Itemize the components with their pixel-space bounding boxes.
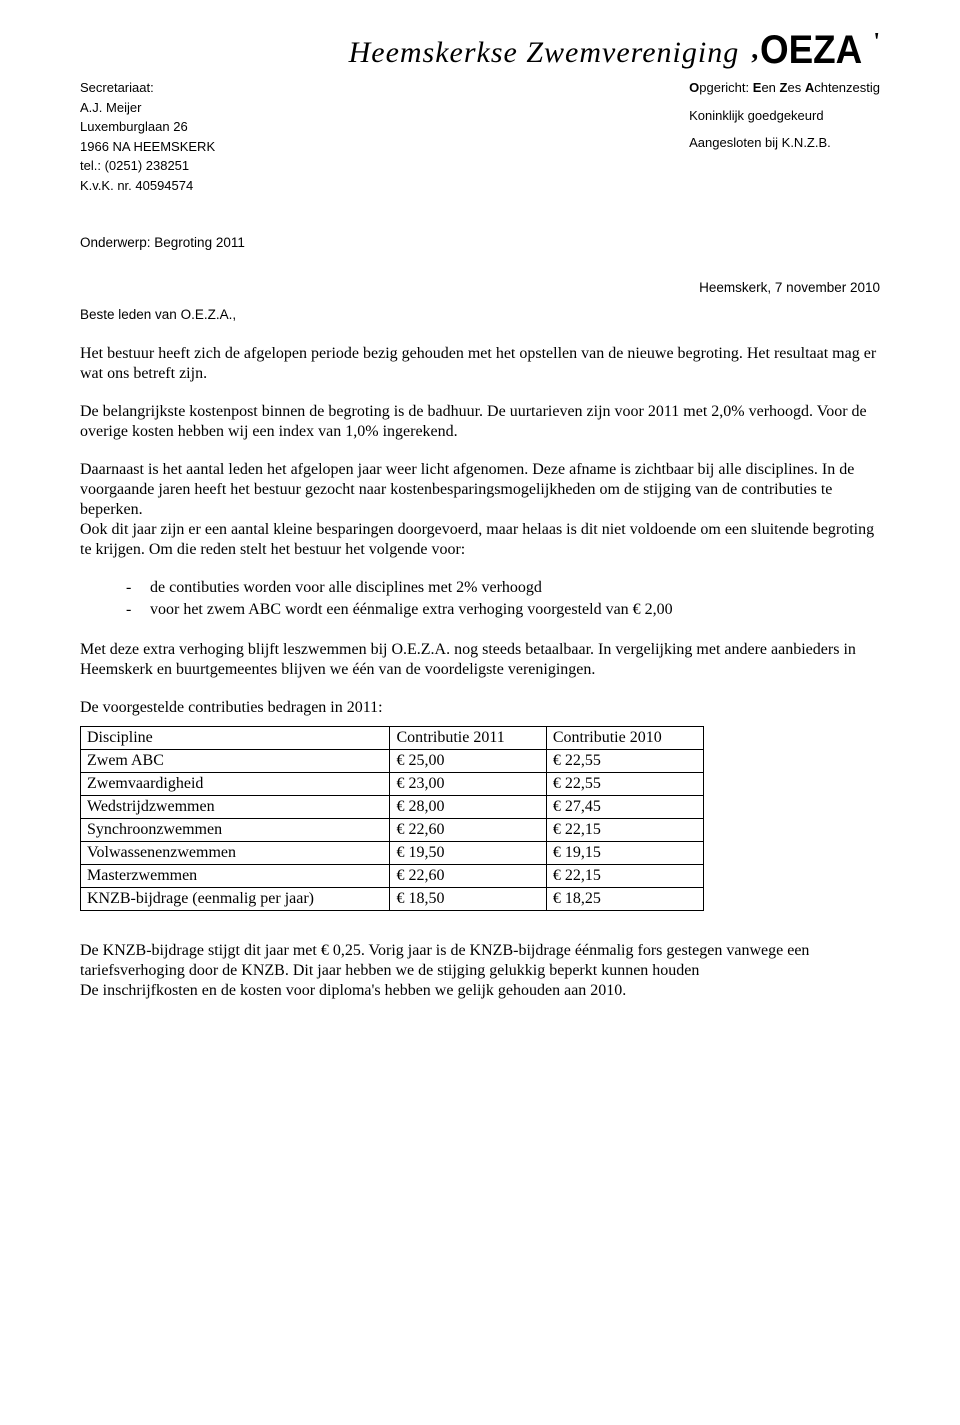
col-2011: Contributie 2011 — [390, 727, 546, 750]
paragraph-5: De voorgestelde contributies bedragen in… — [80, 698, 880, 718]
secretariat-block: Secretariaat: A.J. Meijer Luxemburglaan … — [80, 78, 215, 195]
logo-apostrophe: ' — [871, 30, 880, 54]
date-line: Heemskerk, 7 november 2010 — [80, 280, 880, 295]
paragraph-4: Met deze extra verhoging blijft leszwemm… — [80, 640, 880, 680]
col-2010: Contributie 2010 — [546, 727, 703, 750]
paragraph-2: De belangrijkste kostenpost binnen de be… — [80, 402, 880, 442]
affiliated-line: Aangesloten bij K.N.Z.B. — [689, 133, 880, 153]
proposal-list: de contibuties worden voor alle discipli… — [80, 578, 880, 620]
bullet-item-2: voor het zwem ABC wordt een éénmalige ex… — [126, 600, 880, 620]
paragraph-3a: Daarnaast is het aantal leden het afgelo… — [80, 461, 854, 518]
contribution-table: Discipline Contributie 2011 Contributie … — [80, 726, 704, 911]
founded-line: Opgericht: Een Zes Achtenzestig — [689, 78, 880, 98]
secretariat-tel: tel.: (0251) 238251 — [80, 156, 215, 176]
secretariat-street: Luxemburglaan 26 — [80, 117, 215, 137]
secretariat-city: 1966 NA HEEMSKERK — [80, 137, 215, 157]
letter-body: Het bestuur heeft zich de afgelopen peri… — [80, 344, 880, 1001]
secretariat-kvk: K.v.K. nr. 40594574 — [80, 176, 215, 196]
letterhead: Heemskerkse Zwemvereniging , OEZA ' — [80, 30, 880, 70]
document-page: Heemskerkse Zwemvereniging , OEZA ' Secr… — [0, 0, 960, 1061]
club-name: Heemskerkse Zwemvereniging — [349, 30, 752, 70]
paragraph-6a: De KNZB-bijdrage stijgt dit jaar met € 0… — [80, 942, 809, 979]
bullet-item-1: de contibuties worden voor alle discipli… — [126, 578, 880, 598]
approved-line: Koninklijk goedgekeurd — [689, 106, 880, 126]
table-header-row: Discipline Contributie 2011 Contributie … — [81, 727, 704, 750]
paragraph-6: De KNZB-bijdrage stijgt dit jaar met € 0… — [80, 941, 880, 1001]
logo: , OEZA ' — [751, 30, 880, 70]
logo-text: OEZA — [760, 30, 862, 70]
logo-comma: , — [751, 30, 760, 66]
info-row: Secretariaat: A.J. Meijer Luxemburglaan … — [80, 78, 880, 195]
paragraph-6b: De inschrijfkosten en de kosten voor dip… — [80, 982, 626, 999]
table-body: Zwem ABC € 25,00 € 22,55 Zwemvaardigheid… — [81, 750, 704, 911]
paragraph-3: Daarnaast is het aantal leden het afgelo… — [80, 460, 880, 560]
table-row: Synchroonzwemmen € 22,60 € 22,15 — [81, 819, 704, 842]
paragraph-1: Het bestuur heeft zich de afgelopen peri… — [80, 344, 880, 384]
paragraph-3b: Ook dit jaar zijn er een aantal kleine b… — [80, 521, 874, 558]
salutation: Beste leden van O.E.Z.A., — [80, 307, 880, 322]
org-info-block: Opgericht: Een Zes Achtenzestig Koninkli… — [689, 78, 880, 195]
secretariat-name: A.J. Meijer — [80, 98, 215, 118]
table-row: Volwassenenzwemmen € 19,50 € 19,15 — [81, 842, 704, 865]
table-row: Masterzwemmen € 22,60 € 22,15 — [81, 865, 704, 888]
table-row: Wedstrijdzwemmen € 28,00 € 27,45 — [81, 796, 704, 819]
secretariat-label: Secretariaat: — [80, 78, 215, 98]
table-row: Zwem ABC € 25,00 € 22,55 — [81, 750, 704, 773]
table-row: Zwemvaardigheid € 23,00 € 22,55 — [81, 773, 704, 796]
col-discipline: Discipline — [81, 727, 390, 750]
table-row: KNZB-bijdrage (eenmalig per jaar) € 18,5… — [81, 888, 704, 911]
subject-line: Onderwerp: Begroting 2011 — [80, 235, 880, 250]
